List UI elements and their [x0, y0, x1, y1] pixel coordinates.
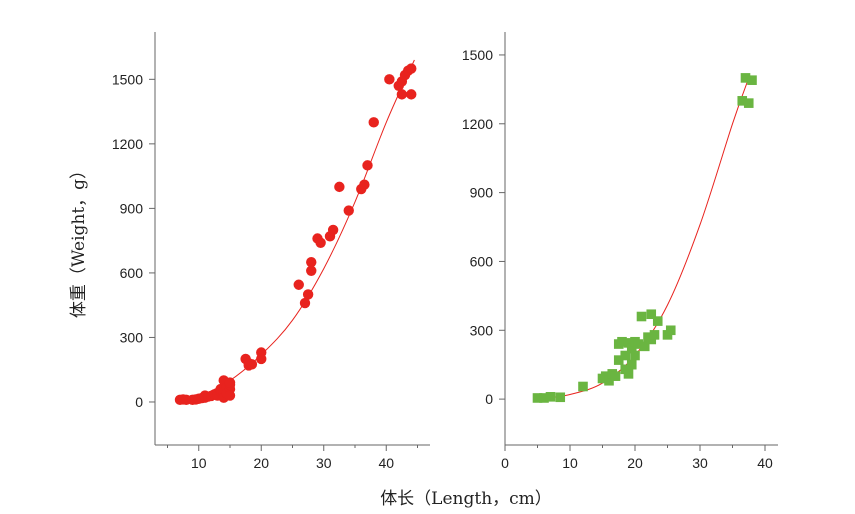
right-x-tick-label: 30: [692, 455, 708, 471]
right-data-point: [626, 359, 637, 370]
right-data-point: [649, 330, 660, 340]
left-chart-panel: 0 300 600 900 1200 1500 10 20 30 40: [112, 32, 430, 471]
left-y-tick-label: 300: [120, 329, 144, 345]
right-data-point: [652, 316, 663, 326]
left-y-tick-label: 600: [120, 265, 144, 281]
left-x-tick-label: 20: [253, 455, 269, 471]
right-data-point: [610, 371, 621, 381]
left-y-tick-label: 1500: [112, 71, 143, 87]
right-data-point: [740, 73, 751, 83]
right-data-point: [532, 393, 543, 403]
left-data-point: [306, 256, 317, 268]
left-data-point: [327, 224, 339, 236]
left-x-tick-label: 10: [191, 455, 207, 471]
right-data-point: [555, 392, 566, 403]
left-data-point: [406, 63, 417, 74]
shared-x-axis-title: 体长（Length，cm）: [380, 489, 552, 509]
left-y-tick-label: 900: [120, 200, 144, 216]
right-data-point: [639, 341, 650, 352]
right-data-point: [617, 336, 627, 347]
right-x-tick-label: 0: [501, 455, 509, 471]
left-y-tick-label: 0: [135, 394, 143, 410]
right-x-tick-label: 40: [757, 455, 773, 471]
right-data-point: [539, 393, 549, 403]
right-y-tick-label: 600: [470, 253, 494, 269]
left-x-tick-label: 30: [316, 455, 332, 471]
right-y-tick-label: 300: [470, 322, 494, 338]
right-y-tick-label: 1500: [462, 47, 493, 63]
right-data-point: [620, 350, 631, 361]
right-y-tick-label: 0: [485, 391, 493, 407]
right-data-point: [747, 75, 757, 85]
right-data-point: [633, 339, 644, 349]
right-chart-panel: 0 300 600 900 1200 1500 0 10 20 30 40: [462, 32, 778, 471]
left-data-point: [299, 297, 311, 309]
left-data-point: [406, 89, 417, 100]
right-data-point: [630, 350, 640, 361]
right-data-point: [613, 355, 624, 365]
left-data-point: [368, 117, 379, 128]
right-data-point: [545, 392, 556, 402]
left-data-point: [302, 289, 314, 300]
right-data-point: [626, 343, 637, 354]
left-data-point: [224, 377, 236, 388]
left-y-tick-label: 1200: [112, 136, 143, 152]
right-y-tick-label: 900: [470, 185, 494, 201]
left-data-point: [315, 237, 326, 249]
right-data-point: [636, 311, 647, 322]
right-data-point: [623, 369, 634, 379]
right-data-point: [623, 338, 634, 348]
right-data-point: [737, 96, 748, 106]
left-data-point: [246, 359, 258, 370]
right-data-point: [646, 309, 657, 320]
right-data-point: [743, 98, 754, 108]
left-data-point: [343, 205, 354, 216]
left-data-point: [224, 390, 236, 401]
right-x-tick-label: 20: [627, 455, 643, 471]
right-data-point: [665, 325, 676, 336]
left-data-point: [334, 181, 345, 193]
left-data-point: [306, 265, 317, 276]
left-x-tick-label: 40: [378, 455, 394, 471]
right-y-tick-label: 1200: [462, 116, 493, 132]
left-data-point: [293, 279, 304, 290]
left-y-axis-title: 体重（Weight，g）: [69, 162, 89, 318]
left-data-point: [256, 353, 267, 365]
left-data-point: [359, 179, 370, 190]
left-fit-curve: [179, 59, 415, 403]
left-data-point: [384, 74, 395, 85]
right-x-tick-label: 10: [562, 455, 578, 471]
right-data-point: [604, 375, 614, 386]
right-data-point: [578, 381, 588, 392]
left-data-point: [396, 89, 408, 100]
left-data-point: [362, 160, 373, 171]
